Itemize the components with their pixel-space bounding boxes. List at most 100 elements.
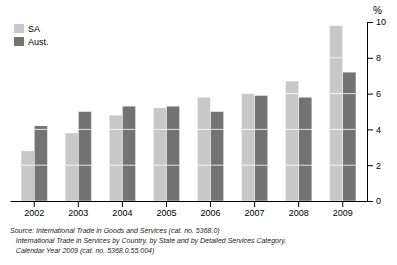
grid-line	[343, 165, 356, 166]
legend: SA Aust.	[14, 24, 49, 47]
axis-line	[11, 201, 368, 202]
tick-mark	[166, 201, 167, 207]
tick: 4	[367, 125, 381, 135]
grid-line	[78, 165, 91, 166]
grid-line	[285, 165, 298, 166]
grid-line	[153, 129, 166, 130]
tick-mark	[254, 201, 255, 207]
tick-mark	[298, 201, 299, 207]
grid-line	[34, 165, 47, 166]
tick-mark	[367, 58, 373, 59]
tick-mark	[34, 201, 35, 207]
bar	[122, 106, 135, 201]
source-note: Source: International Trade in Goods and…	[10, 227, 286, 255]
tick-label: 2009	[333, 208, 353, 218]
annotations: Source: International Trade in Goods and…	[10, 227, 286, 255]
legend-swatch	[14, 24, 24, 33]
bar	[343, 72, 356, 201]
grid-line	[122, 165, 135, 166]
grid-line	[122, 129, 135, 130]
tick: 2006	[201, 201, 221, 218]
tick-mark	[367, 165, 373, 166]
tick-label: 8	[376, 53, 381, 63]
legend-swatch	[14, 37, 24, 46]
tick: 2004	[112, 201, 132, 218]
legend-label: SA	[28, 24, 40, 34]
tick: 2008	[289, 201, 309, 218]
series	[34, 72, 356, 201]
bar	[330, 26, 343, 201]
tick-label: 0	[376, 196, 381, 206]
legend-item: SA	[14, 24, 40, 34]
bar	[285, 81, 298, 201]
grid-line	[21, 165, 34, 166]
grid-line	[78, 129, 91, 130]
plot: 2002 2003 2004 2005 2006 2007 2008 2009 0 2 4 6 8 10%…	[11, 5, 387, 218]
bar	[197, 97, 210, 201]
grid-line	[285, 129, 298, 130]
grid-line	[153, 165, 166, 166]
y-axis: 0 2 4 6 8 10	[367, 17, 386, 206]
grid-line	[109, 165, 122, 166]
series	[21, 26, 343, 201]
grid-line	[285, 93, 298, 94]
tick-label: 2003	[68, 208, 88, 218]
tick: 2003	[68, 201, 88, 218]
grid-line	[197, 165, 210, 166]
tick: 0	[367, 196, 381, 206]
bar	[153, 108, 166, 201]
tick-mark	[210, 201, 211, 207]
bar	[211, 112, 224, 202]
tick-mark	[367, 94, 373, 95]
grid-line	[197, 129, 210, 130]
tick-mark	[367, 22, 373, 23]
bar	[34, 126, 47, 201]
tick-label: 2006	[201, 208, 221, 218]
tick: 2009	[333, 201, 353, 218]
bar	[78, 112, 91, 202]
tick-mark	[342, 201, 343, 207]
tick-label: 4	[376, 125, 381, 135]
tick-mark	[367, 201, 373, 202]
bar	[241, 94, 254, 201]
grid-line	[255, 165, 268, 166]
grid-line	[255, 129, 268, 130]
grid-line	[241, 129, 254, 130]
grid-line	[166, 165, 179, 166]
bar	[166, 106, 179, 201]
tick-label: 10	[376, 17, 386, 27]
tick-label: 2	[376, 161, 381, 171]
bar	[65, 133, 78, 201]
grid-line	[109, 129, 122, 130]
tick-label: 2004	[112, 208, 132, 218]
grid-line	[166, 129, 179, 130]
grid-line	[241, 165, 254, 166]
tick-label: 6	[376, 89, 381, 99]
tick-label: 2002	[24, 208, 44, 218]
grid-line	[211, 165, 224, 166]
tick: 2007	[245, 201, 265, 218]
axis-title: %	[373, 5, 382, 16]
tick: 8	[367, 53, 381, 63]
x-axis: 2002 2003 2004 2005 2006 2007 2008 2009	[11, 201, 368, 218]
bar	[109, 115, 122, 201]
tick: 2002	[24, 201, 44, 218]
grid-line	[330, 93, 343, 94]
grid-line	[343, 93, 356, 94]
legend-item: Aust.	[14, 37, 49, 47]
grid-line	[299, 165, 312, 166]
grid-line	[34, 129, 47, 130]
grid-line	[330, 57, 343, 58]
tick-mark	[122, 201, 123, 207]
tick: 10	[367, 17, 386, 27]
tick-label: 2005	[156, 208, 176, 218]
bar	[21, 151, 34, 201]
tick-label: 2008	[289, 208, 309, 218]
axis-line	[368, 23, 374, 202]
legend-label: Aust.	[28, 37, 49, 47]
grid	[21, 58, 356, 165]
grid-line	[330, 129, 343, 130]
bar	[299, 97, 312, 201]
tick: 6	[367, 89, 381, 99]
tick-mark	[367, 129, 373, 130]
